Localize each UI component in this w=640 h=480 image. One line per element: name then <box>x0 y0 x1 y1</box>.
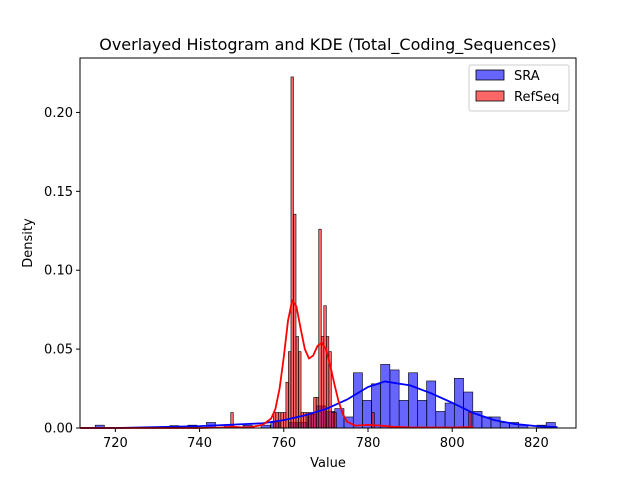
y-tick-label-3: 0.15 <box>44 185 73 200</box>
x-axis-label: Value <box>310 456 346 471</box>
refseq-bar-19 <box>318 228 322 429</box>
refseq-bar-16 <box>310 412 314 429</box>
refseq-bar-24 <box>331 412 335 429</box>
sra-kde-line <box>80 380 558 429</box>
x-axis-ticks: 720 740 760 780 800 820 <box>103 428 549 451</box>
sra-bar-22 <box>417 400 428 429</box>
x-tick-label-820: 820 <box>524 436 549 451</box>
y-tick-label-1: 0.05 <box>44 343 73 358</box>
sra-bar-15 <box>353 372 363 429</box>
sra-bar-16 <box>362 400 373 429</box>
legend: SRA RefSeq <box>468 64 570 112</box>
legend-label-refseq: RefSeq <box>514 90 560 105</box>
sra-bar-25 <box>444 402 455 429</box>
refseq-bar-20 <box>320 336 325 429</box>
sra-bar-23 <box>426 380 437 429</box>
x-tick-label-720: 720 <box>103 436 128 451</box>
kde-curves <box>80 299 558 429</box>
y-tick-label-0: 0.00 <box>44 422 73 437</box>
refseq-bar-25 <box>333 412 337 429</box>
y-tick-label-2: 0.10 <box>44 264 73 279</box>
sra-bar-20 <box>398 400 409 429</box>
legend-label-sra: SRA <box>514 69 540 84</box>
refseq-bar-27 <box>468 412 472 429</box>
x-tick-label-800: 800 <box>440 436 465 451</box>
x-tick-label-760: 760 <box>271 436 296 451</box>
plot-frame <box>79 57 577 429</box>
refseq-kde-line <box>80 299 474 429</box>
refseq-bar-7 <box>288 351 292 429</box>
legend-swatch-refseq <box>475 90 505 102</box>
legend-swatch-sra <box>475 69 505 81</box>
sra-bar-19 <box>389 369 400 429</box>
y-axis-label: Density <box>21 218 36 268</box>
sra-bar-24 <box>435 411 446 429</box>
refseq-bar-10 <box>295 336 299 429</box>
refseq-bar-6 <box>285 381 289 429</box>
refseq-bar-9 <box>293 213 297 429</box>
sra-bar-21 <box>408 372 418 429</box>
sra-bar-18 <box>380 364 391 429</box>
refseq-bar-0 <box>230 412 234 429</box>
y-tick-label-4: 0.20 <box>44 106 73 121</box>
x-tick-label-740: 740 <box>187 436 212 451</box>
x-tick-label-780: 780 <box>356 436 381 451</box>
refseq-bar-8 <box>290 76 294 429</box>
y-axis-ticks: 0.00 0.05 0.10 0.15 0.20 <box>44 106 80 437</box>
chart-title: Overlayed Histogram and KDE (Total_Codin… <box>99 35 557 55</box>
sra-bar-26 <box>454 377 464 429</box>
